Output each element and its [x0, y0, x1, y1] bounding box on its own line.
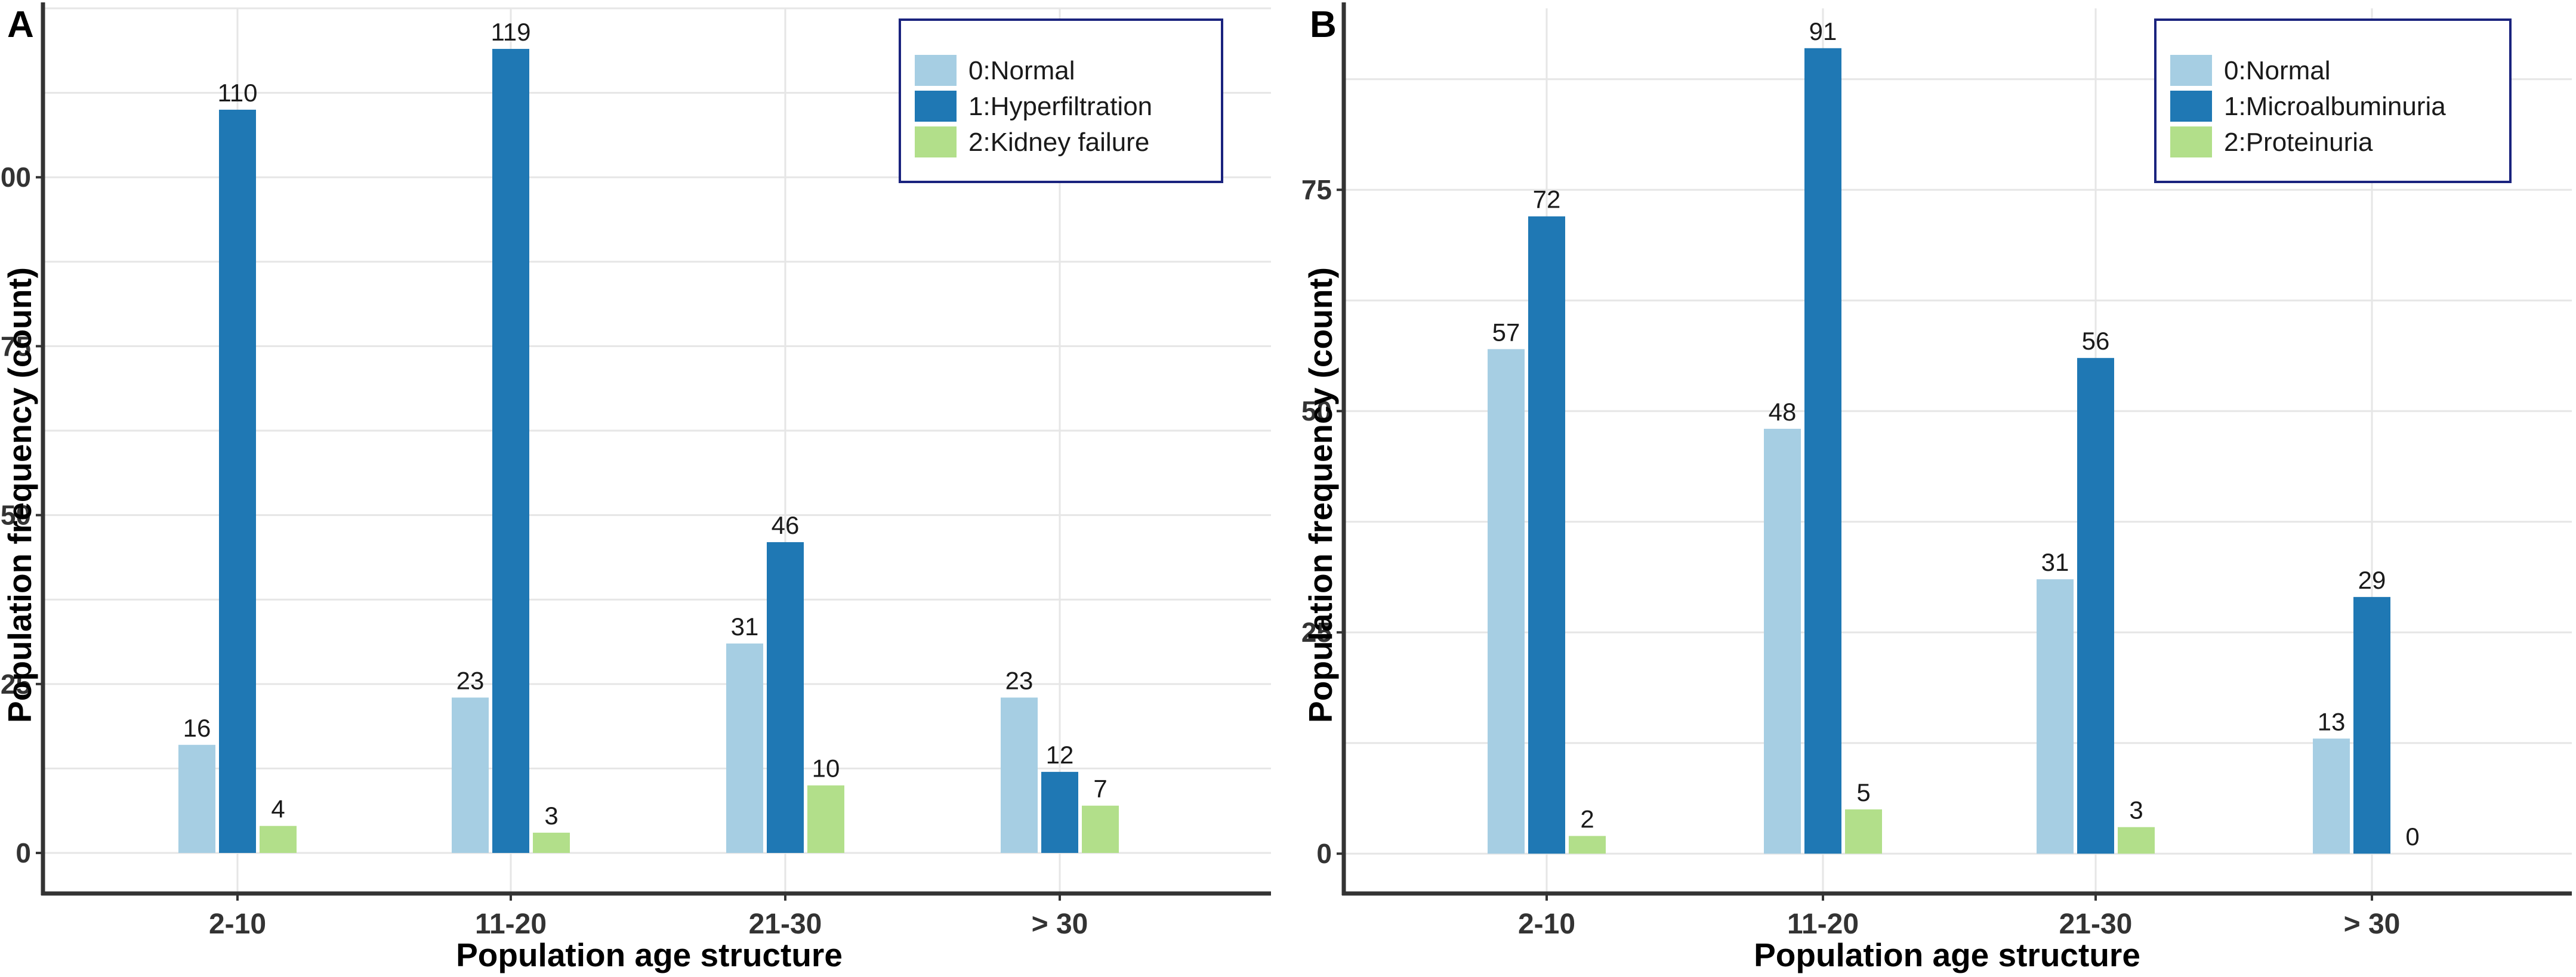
panel-a-chart: A 16 110 4 23 119 3 31 46 10 23 12 7 0 25 50 75 100 2-10… [0, 2, 1271, 973]
bar-a-s0-c2 [726, 643, 763, 854]
legend-swatch [2170, 126, 2212, 157]
x-tick-label: 21-30 [749, 908, 822, 940]
bar-value-label: 0 [2405, 823, 2419, 851]
bar-b-s2-c2 [2118, 827, 2155, 854]
y-tick-label: 50 [1301, 395, 1332, 426]
legend-swatch [915, 91, 957, 122]
bar-a-s2-c2 [807, 785, 844, 854]
bar-value-label: 3 [544, 802, 558, 830]
bar-b-s0-c3 [2313, 738, 2350, 854]
panel-a-bars: 16 110 4 23 119 3 31 46 10 23 12 7 [178, 18, 1119, 854]
bar-value-label: 110 [218, 79, 258, 107]
bar-a-s1-c1 [492, 48, 529, 854]
legend-entry-label: 2:Kidney failure [968, 128, 1149, 157]
panel-a-y-axis-title: Population frequency (count) [1, 267, 38, 723]
bar-value-label: 57 [1492, 318, 1520, 346]
bar-value-label: 10 [812, 755, 840, 783]
bar-value-label: 5 [1856, 778, 1870, 806]
bar-value-label: 13 [2318, 707, 2346, 735]
x-tick-label: 11-20 [1787, 908, 1859, 940]
bar-value-label: 31 [731, 613, 759, 641]
bar-b-s0-c0 [1488, 349, 1525, 854]
y-tick-label: 75 [1, 330, 31, 361]
bar-value-label: 4 [271, 795, 285, 823]
x-tick-label: 2-10 [1518, 908, 1575, 940]
panel-b-legend: 0:Normal 1:Microalbuminuria 2:Proteinuria [2154, 18, 2512, 183]
bar-value-label: 119 [491, 18, 531, 46]
bar-value-label: 72 [1533, 185, 1561, 214]
panel-b-label: B [1310, 4, 1337, 45]
bar-b-s1-c1 [1804, 48, 1841, 854]
bar-b-s1-c0 [1528, 216, 1565, 854]
panel-b-chart: B 57 72 2 48 91 5 31 56 3 13 29 0 0 25 50 75 2-10 11-20 2… [1301, 2, 2572, 973]
bar-value-label: 2 [1580, 805, 1594, 833]
bar-a-s0-c1 [452, 697, 489, 854]
x-tick-label: > 30 [2344, 908, 2401, 940]
y-tick-label: 25 [1, 669, 31, 700]
bar-value-label: 23 [1005, 666, 1034, 694]
bar-value-label: 91 [1809, 17, 1837, 45]
y-tick-label: 50 [1, 500, 31, 531]
legend-swatch [2170, 55, 2212, 86]
x-tick-label: 11-20 [475, 908, 547, 940]
bar-a-s2-c3 [1082, 805, 1119, 854]
y-tick-label: 0 [16, 837, 31, 868]
bar-b-s2-c1 [1845, 809, 1882, 854]
x-tick-label: > 30 [1032, 908, 1088, 940]
bar-value-label: 12 [1046, 741, 1074, 769]
bar-value-label: 48 [1769, 398, 1797, 426]
y-tick-label: 25 [1301, 617, 1332, 648]
bar-value-label: 29 [2358, 566, 2386, 594]
bar-value-label: 31 [2041, 548, 2069, 576]
bar-a-s2-c0 [260, 825, 297, 854]
bar-value-label: 16 [183, 714, 211, 742]
panel-a-legend: 0:Normal 1:Hyperfiltration 2:Kidney failur… [899, 18, 1223, 183]
legend-entry-label: 0:Normal [968, 56, 1075, 85]
legend-entry-label: 1:Hyperfiltration [968, 92, 1152, 121]
bar-value-label: 23 [456, 666, 485, 694]
legend-entry-label: 0:Normal [2224, 56, 2331, 85]
x-tick-label: 2-10 [209, 908, 266, 940]
bar-value-label: 56 [2082, 327, 2110, 355]
y-tick-label: 0 [1316, 838, 1332, 869]
panel-a-axes: 0 25 50 75 100 2-10 11-20 21-30 > 30 [0, 2, 1271, 940]
x-tick-label: 21-30 [2059, 908, 2133, 940]
legend-entry-label: 2:Proteinuria [2224, 128, 2373, 157]
bar-a-s1-c2 [767, 542, 804, 854]
legend-swatch [915, 126, 957, 157]
bar-b-s2-c0 [1569, 836, 1606, 854]
legend-swatch [915, 55, 957, 86]
bar-b-s1-c2 [2077, 358, 2114, 854]
bar-value-label: 7 [1093, 775, 1107, 803]
panel-a-label: A [7, 4, 34, 45]
bar-b-s0-c1 [1764, 428, 1801, 854]
panel-b-x-axis-title: Population age structure [1754, 936, 2140, 973]
legend-swatch [2170, 91, 2212, 122]
bar-a-s0-c0 [178, 744, 215, 854]
panel-a-x-axis-title: Population age structure [456, 936, 843, 973]
bar-a-s1-c0 [219, 109, 256, 854]
legend-box [2154, 18, 2512, 183]
bar-b-s1-c3 [2353, 596, 2390, 854]
bar-a-s0-c3 [1001, 697, 1038, 854]
panel-b-y-axis-title: Population frequency (count) [1302, 267, 1339, 723]
bar-value-label: 46 [772, 511, 800, 539]
bar-a-s2-c1 [533, 833, 570, 854]
legend-entry-label: 1:Microalbuminuria [2224, 92, 2446, 121]
y-tick-label: 75 [1301, 174, 1332, 205]
bar-a-s1-c3 [1041, 772, 1078, 854]
bar-value-label: 3 [2129, 796, 2143, 824]
bar-b-s0-c2 [2037, 579, 2074, 854]
y-tick-label: 100 [0, 162, 31, 193]
panel-b-bars: 57 72 2 48 91 5 31 56 3 13 29 0 [1488, 17, 2420, 854]
